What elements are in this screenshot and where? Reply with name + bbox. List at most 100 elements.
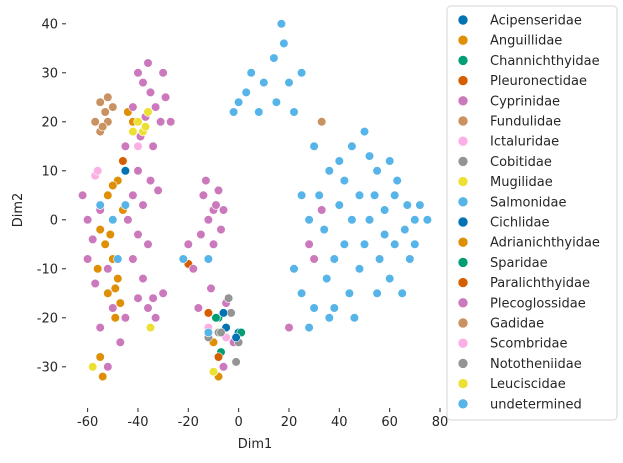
legend-item-sparidae[interactable]: Sparidae [457,256,548,271]
legend-item-mugilidae[interactable]: Mugilidae [457,175,553,190]
legend[interactable]: Acipenseridae Anguillidae Channichthyidae P… [446,5,618,421]
legend-item-gadidae[interactable]: Gadidae [457,317,544,332]
point-anguillidae-0 [103,190,113,200]
point-fundulidae-0 [95,97,105,107]
series-sparidae [211,313,221,323]
point-cyprinidae-47 [206,283,216,294]
point-cyprinidae-16 [153,185,163,195]
point-cyprinidae-58 [166,117,176,127]
legend-label: Anguillidae [490,34,562,49]
point-cyprinidae-30 [82,215,93,225]
point-adrianichthyidae-1 [110,283,120,294]
point-leuciscidae-1 [143,107,153,117]
point-adrianichthyidae-2 [108,180,118,191]
legend-marker [457,14,469,26]
point-fundulidae-1 [100,107,110,117]
point-salmonidae-9 [415,200,425,210]
legend-item-cobitidae[interactable]: Cobitidae [457,155,552,170]
point-salmonidae-19 [309,303,319,313]
point-fundulidae-6 [317,117,327,127]
point-salmonidae-35 [375,254,385,264]
legend-item-ictaluridae[interactable]: Ictaluridae [457,135,559,150]
point-salmonidae-3 [354,190,365,200]
x-tick-label: 80 [432,415,449,430]
point-salmonidae-2 [372,166,382,176]
point-mugilidae-3 [145,323,156,333]
legend-item-adrianichthyidae[interactable]: Adrianichthyidae [457,236,600,251]
point-cyprinidae-6 [161,92,171,102]
legend-label: Cyprinidae [490,94,560,109]
series-mugilidae [88,117,219,377]
point-cyprinidae-21 [138,274,148,284]
point-salmonidae-46 [271,97,282,107]
legend-marker [457,216,469,228]
point-salmonidae-49 [279,38,289,49]
point-anguillidae-6 [93,264,103,274]
point-salmonidae-36 [359,239,370,249]
point-pleuronectidae-1 [203,308,213,318]
legend-item-fundulidae[interactable]: Fundulidae [457,115,561,130]
legend-item-cichlidae[interactable]: Cichlidae [457,216,550,231]
point-undetermined-5 [422,215,433,225]
legend-item-salmonidae[interactable]: Salmonidae [457,195,567,210]
legend-marker [457,277,469,288]
point-salmonidae-16 [344,288,355,298]
point-salmonidae-58 [203,254,213,264]
point-cyprinidae-50 [183,239,193,249]
point-salmonidae-47 [289,107,299,117]
point-cyprinidae-57 [284,323,294,333]
point-salmonidae-56 [254,107,264,117]
point-plecoglossidae-0 [148,293,158,303]
legend-item-pleuronectidae[interactable]: Pleuronectidae [457,74,587,89]
legend-item-scombridae[interactable]: Scombridae [457,337,567,352]
point-cyprinidae-18 [133,229,143,240]
point-cyprinidae-9 [156,117,166,127]
point-cyprinidae-7 [128,102,138,112]
legend-item-leuciscidae[interactable]: Leuciscidae [457,377,566,392]
legend-item-acipenseridae[interactable]: Acipenseridae [457,14,582,29]
legend-label: Ictaluridae [490,135,559,150]
legend-label: Salmonidae [490,195,567,210]
point-cyprinidae-41 [203,215,213,225]
legend-marker [457,317,469,329]
point-salmonidae-41 [370,190,380,200]
series-leuciscidae [140,107,153,132]
y-axis-label: Dim2 [11,193,26,228]
legend-item-cyprinidae[interactable]: Cyprinidae [457,94,560,109]
legend-item-nototheniidae[interactable]: Nototheniidae [457,357,582,372]
legend-item-undetermined[interactable]: undetermined [457,397,582,412]
legend-label: Plecoglossidae [490,296,586,311]
point-fundulidae-3 [90,117,100,127]
point-salmonidae-20 [297,288,307,298]
legend-item-anguillidae[interactable]: Anguillidae [457,34,562,49]
point-cyprinidae-28 [103,362,113,372]
legend-marker [457,55,469,66]
point-salmonidae-15 [334,200,344,210]
point-paralichthyidae-0 [118,156,128,166]
point-salmonidae-4 [364,215,375,225]
point-cyprinidae-42 [216,225,226,235]
legend-item-paralichthyidae[interactable]: Paralichthyidae [457,276,590,291]
point-mugilidae-2 [128,127,138,137]
point-undetermined-2 [113,254,123,264]
point-undetermined-0 [95,200,105,210]
point-cyprinidae-1 [138,77,148,88]
point-sparidae-0 [211,313,221,323]
point-salmonidae-42 [329,254,339,264]
point-leuciscidae-0 [140,122,151,132]
point-salmonidae-50 [276,19,287,29]
point-salmonidae-5 [380,229,390,240]
point-anguillidae-10 [95,352,105,362]
series-pleuronectidae [183,259,224,362]
point-cyprinidae-20 [128,254,138,264]
point-cyprinidae-36 [108,303,118,313]
point-salmonidae-17 [329,303,339,313]
point-salmonidae-28 [397,288,407,298]
legend-item-plecoglossidae[interactable]: Plecoglossidae [457,296,586,311]
point-adrianichthyidae-0 [105,229,115,240]
legend-label: Channichthyidae [490,54,600,69]
series-salmonidae [178,19,425,333]
point-salmonidae-25 [309,141,319,151]
legend-item-channichthyidae[interactable]: Channichthyidae [457,54,600,69]
